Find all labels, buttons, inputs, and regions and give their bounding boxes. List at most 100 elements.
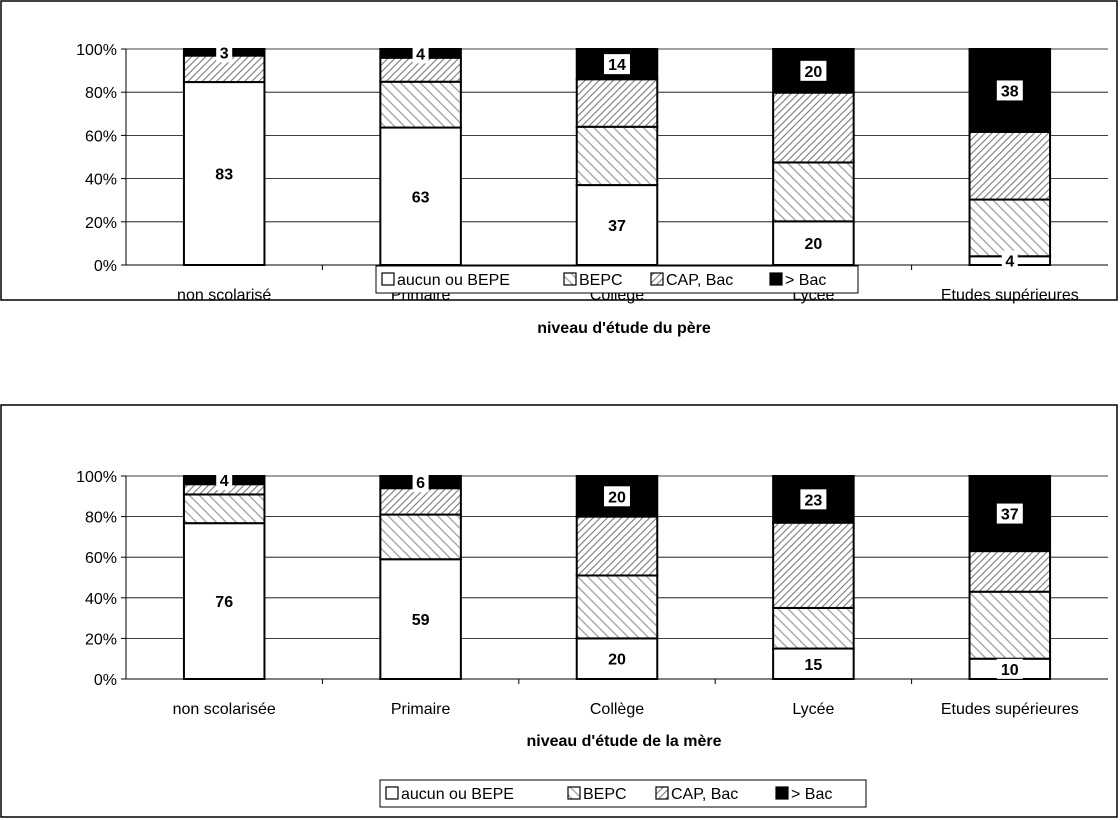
data-label-bg <box>604 215 630 236</box>
data-label: 3 <box>220 45 229 62</box>
chart-frame <box>0 0 1118 301</box>
data-label-bg <box>604 486 630 507</box>
legend-box <box>375 265 859 294</box>
x-tick-label: non scolarisé <box>177 287 271 304</box>
data-label-bg <box>800 653 827 674</box>
legend-swatch-aucun <box>385 786 399 800</box>
data-label-bg <box>604 648 630 669</box>
legend-swatch-gtbac <box>775 786 789 800</box>
data-label-bg <box>800 233 827 254</box>
data-label: 20 <box>805 64 823 81</box>
bar-lyc-e-cap-bac <box>772 521 855 609</box>
bar-lyc-e-bepc <box>772 606 855 650</box>
legend-swatch-bepc <box>563 272 577 286</box>
data-label-bg <box>211 591 238 612</box>
legend-swatch-bepc <box>567 786 581 800</box>
y-tick-label: 20% <box>85 215 117 232</box>
data-label: 4 <box>1005 254 1014 271</box>
x-tick-label: non scolarisée <box>173 701 276 718</box>
bar-primaire-cap-bac <box>379 487 462 516</box>
bar-primaire-bepc <box>379 80 462 129</box>
legend-label-cap: CAP, Bac <box>666 272 733 289</box>
bar-etudes-sup-rieures-bepc <box>968 590 1052 660</box>
legend-label-aucun: aucun ou BEPE <box>397 272 510 289</box>
data-label-bg <box>800 60 827 81</box>
data-label: 63 <box>412 189 430 206</box>
data-label: 20 <box>608 489 626 506</box>
plot-area: 0% 20% 40% 60% 80% 100% non scolarisée 76 4 Prima… <box>76 469 1108 718</box>
legend-swatch-cap <box>655 786 669 800</box>
bar-etudes-sup-rieures-bepc <box>968 198 1052 258</box>
legend-label-bepc: BEPC <box>583 786 627 803</box>
data-label-bg <box>412 472 429 493</box>
legend-label-gtbac: > Bac <box>791 786 832 803</box>
data-label-bg <box>211 163 238 184</box>
data-label-bg <box>216 42 233 63</box>
x-axis-title: niveau d'étude de la mère <box>527 733 722 750</box>
data-label-bg <box>800 489 827 510</box>
x-tick-label: Primaire <box>391 701 451 718</box>
x-tick-label: Collège <box>590 701 644 718</box>
legend-label-bepc: BEPC <box>579 272 623 289</box>
bar-lyc-e-bepc <box>772 161 855 223</box>
data-label: 20 <box>805 236 823 253</box>
data-label-bg <box>604 54 630 75</box>
bar-lyc-e-cap-bac <box>772 91 855 164</box>
data-label-bg <box>216 470 233 491</box>
data-label: 15 <box>805 657 823 674</box>
data-label: 4 <box>416 46 425 63</box>
legend-swatch-aucun <box>381 272 395 286</box>
data-label: 83 <box>215 167 233 184</box>
y-tick-label: 20% <box>85 631 117 648</box>
data-label-bg <box>407 186 434 207</box>
data-label: 38 <box>1001 83 1019 100</box>
data-label: 37 <box>608 218 626 235</box>
y-tick-label: 80% <box>85 510 117 527</box>
data-label-bg <box>996 658 1023 679</box>
y-tick-label: 40% <box>85 591 117 608</box>
chart-frame <box>0 404 1118 818</box>
y-tick-label: 100% <box>76 42 117 59</box>
data-label-bg <box>412 43 429 64</box>
data-label: 10 <box>1001 662 1019 679</box>
y-tick-label: 0% <box>94 258 117 275</box>
data-label: 20 <box>608 652 626 669</box>
bar-coll-ge-cap-bac <box>575 515 659 577</box>
data-label: 23 <box>805 492 823 509</box>
x-tick-label: Etudes supérieures <box>941 287 1079 304</box>
x-axis-title: niveau d'étude du père <box>537 320 711 337</box>
plot-area: 0%20%40%60%80%100%non scolarisé833Primai… <box>76 42 1108 304</box>
legend-label-gtbac: > Bac <box>785 272 826 289</box>
x-tick-label: Lycée <box>792 701 834 718</box>
legend-label-cap: CAP, Bac <box>671 786 738 803</box>
chart-father: 0%20%40%60%80%100%non scolarisé833Primai… <box>0 0 1118 337</box>
legend: aucun ou BEPE BEPC CAP, Bac > Bac <box>375 265 859 294</box>
bar-non-scolaris-e-bepc <box>182 493 266 525</box>
bar-primaire-cap-bac <box>379 56 462 83</box>
bar-coll-ge-bepc <box>575 125 659 187</box>
data-label: 37 <box>1001 507 1019 524</box>
legend-swatch-cap <box>650 272 664 286</box>
bar-etudes-sup-rieures-cap-bac <box>968 130 1052 201</box>
bar-primaire-bepc <box>379 513 462 561</box>
y-tick-label: 60% <box>85 128 117 145</box>
data-label: 14 <box>608 57 626 74</box>
data-label: 76 <box>215 594 233 611</box>
bar-etudes-sup-rieures-cap-bac <box>968 550 1052 593</box>
data-label-bg <box>1001 250 1018 271</box>
y-tick-label: 60% <box>85 550 117 567</box>
legend: aucun ou BEPE BEPC CAP, Bac > Bac <box>379 779 867 808</box>
data-label-bg <box>996 503 1023 524</box>
x-tick-label: Etudes supérieures <box>941 701 1079 718</box>
chart-mother: 0% 20% 40% 60% 80% 100% non scolarisée 76 4 Prima… <box>0 404 1118 818</box>
bar-coll-ge-bac <box>575 48 659 81</box>
bar-coll-ge-bepc <box>575 574 659 640</box>
legend-label-aucun: aucun ou BEPE <box>401 786 514 803</box>
data-label: 6 <box>416 475 425 492</box>
data-label-bg <box>996 80 1023 101</box>
data-label: 59 <box>412 612 430 629</box>
y-tick-label: 40% <box>85 172 117 189</box>
y-tick-label: 0% <box>94 672 117 689</box>
y-tick-label: 100% <box>76 469 117 486</box>
